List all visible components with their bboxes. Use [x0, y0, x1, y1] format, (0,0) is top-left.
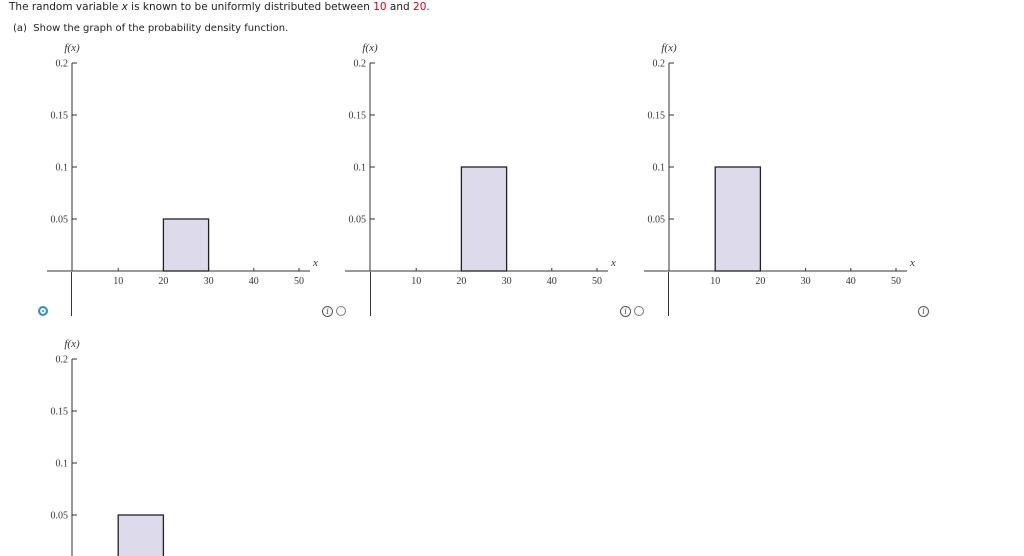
y-tick-label: 0.2 [56, 355, 69, 366]
x-axis-label: x [312, 257, 318, 269]
density-bar [460, 166, 508, 272]
axis-stub [71, 272, 72, 316]
y-tick-label: 0.15 [349, 111, 367, 122]
density-bar [162, 218, 210, 272]
axis-stub [668, 272, 669, 316]
option-3-info-icon[interactable]: i [918, 306, 929, 317]
x-tick-label: 50 [891, 276, 901, 287]
density-bar [714, 166, 762, 272]
y-tick-label: 0.05 [648, 215, 666, 226]
pdf-graph-option-3: 0.2 0.15 0.1 0.05 10 20 30 40 50 f(x) x [644, 42, 915, 287]
x-tick-label: 10 [411, 276, 421, 287]
question-prefix: The random variable [9, 1, 122, 13]
question-middle: is known to be uniformly distributed bet… [127, 1, 374, 13]
y-tick-label: 0.15 [51, 111, 69, 122]
question-suffix: . [426, 1, 430, 13]
x-tick-label: 40 [547, 276, 557, 287]
x-tick-label: 20 [755, 276, 765, 287]
x-tick-label: 50 [592, 276, 602, 287]
option-2-info-icon[interactable]: i [620, 306, 631, 317]
y-tick-label: 0.2 [56, 59, 69, 70]
option-3-radio[interactable] [634, 306, 644, 316]
part-a-label: (a) [13, 23, 27, 34]
upper-bound: 20 [413, 1, 427, 13]
y-tick-label: 0.1 [653, 163, 666, 174]
y-tick-label: 0.05 [349, 215, 367, 226]
option-2-radio[interactable] [336, 306, 346, 316]
y-tick-label: 0.1 [56, 163, 69, 174]
pdf-graph-option-2: 0.2 0.15 0.1 0.05 10 20 30 40 50 f(x) x [345, 42, 616, 287]
x-axis-label: x [909, 257, 915, 269]
y-axis-label: f(x) [64, 42, 80, 54]
question-and: and [386, 1, 414, 13]
x-tick-label: 30 [204, 276, 214, 287]
question-text: The random variable x is known to be uni… [9, 0, 430, 14]
y-tick-label: 0.2 [354, 59, 367, 70]
part-a-prompt: (a) Show the graph of the probability de… [13, 22, 288, 36]
y-tick-label: 0.05 [51, 511, 69, 522]
y-tick-label: 0.1 [354, 163, 367, 174]
x-tick-label: 50 [294, 276, 304, 287]
x-tick-label: 20 [158, 276, 168, 287]
option-1-radio[interactable] [38, 306, 48, 316]
x-tick-label: 40 [249, 276, 259, 287]
y-axis-label: f(x) [64, 338, 80, 350]
lower-bound: 10 [373, 1, 387, 13]
x-axis-label: x [610, 257, 616, 269]
pdf-graph-option-1: 0.2 0.15 0.1 0.05 10 20 30 40 50 f(x) x [47, 42, 318, 287]
y-tick-label: 0.15 [648, 111, 666, 122]
question-variable: x [121, 1, 128, 13]
part-a-text: Show the graph of the probability densit… [33, 23, 289, 34]
y-tick-label: 0.2 [653, 59, 666, 70]
x-tick-label: 40 [846, 276, 856, 287]
y-axis-label: f(x) [362, 42, 378, 54]
option-1-info-icon[interactable]: i [322, 306, 333, 317]
y-tick-label: 0.05 [51, 215, 69, 226]
x-tick-label: 20 [456, 276, 466, 287]
axis-stub [370, 272, 371, 316]
x-tick-label: 30 [801, 276, 811, 287]
y-axis-label: f(x) [661, 42, 677, 54]
x-tick-label: 10 [710, 276, 720, 287]
y-tick-label: 0.1 [56, 459, 69, 470]
y-tick-label: 0.15 [51, 407, 69, 418]
x-tick-label: 30 [502, 276, 512, 287]
x-tick-label: 10 [113, 276, 123, 287]
density-bar [117, 514, 165, 556]
